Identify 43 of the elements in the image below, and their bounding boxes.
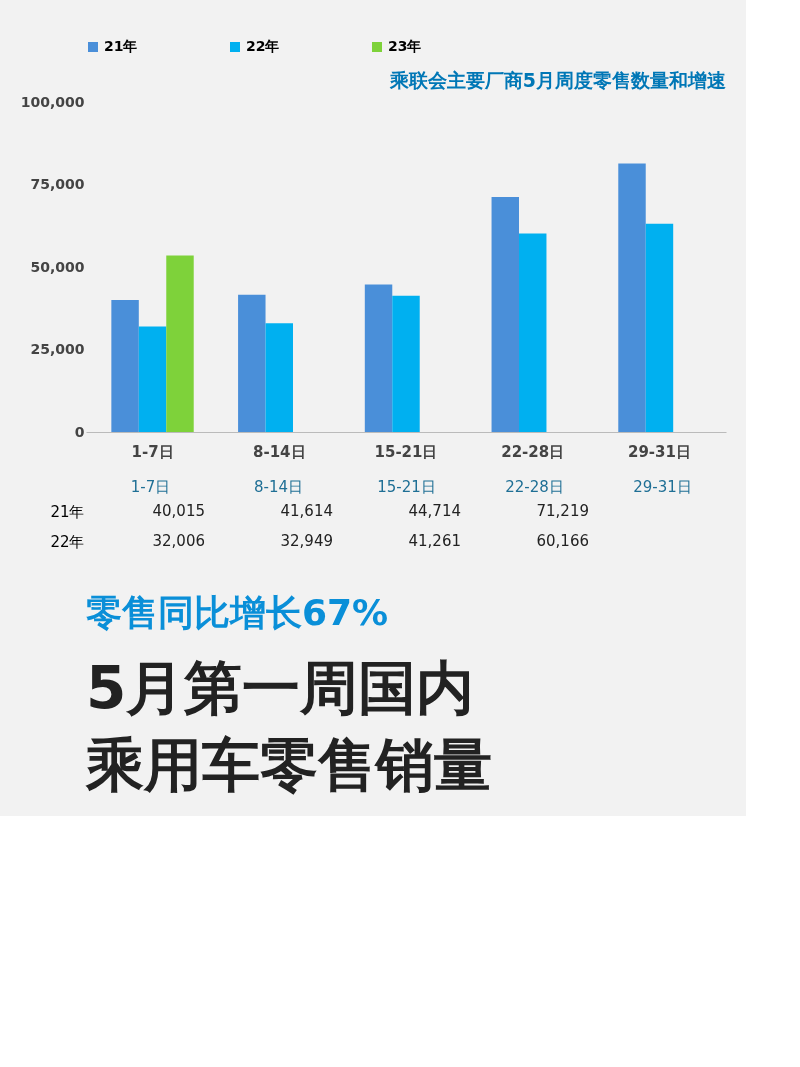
bar	[645, 223, 674, 432]
bar	[238, 294, 266, 432]
y-tick-label: 25,000	[30, 341, 85, 357]
x-tick-label: 1-7日	[131, 442, 174, 461]
x-tick-label: 8-14日	[252, 442, 306, 461]
x-tick-label: 29-31日	[627, 442, 691, 461]
legend-label: 22年	[246, 38, 280, 54]
category-label: 1-7日	[130, 477, 171, 496]
y-tick-label: 100,000	[20, 93, 85, 110]
y-tick-label: 50,000	[30, 258, 85, 275]
category-label: 8-14日	[253, 477, 304, 496]
bar	[364, 284, 393, 432]
x-tick-label: 15-21日	[374, 442, 438, 461]
text: 21年	[50, 502, 85, 521]
data-label: 41,614	[280, 502, 333, 520]
data-label: 32,949	[280, 532, 333, 550]
bar	[519, 233, 547, 432]
data-label: 41,261	[408, 532, 461, 550]
legend-label: 23年	[388, 38, 422, 54]
bar	[265, 323, 293, 432]
bar	[618, 163, 646, 432]
bar	[111, 299, 139, 432]
data-label: 32,006	[152, 532, 205, 550]
text: 乘用车零售销量	[85, 730, 492, 799]
x-tick-label: 22-28日	[501, 442, 565, 461]
data-label: 40,015	[152, 502, 205, 520]
bar	[166, 255, 194, 432]
text: 22年	[50, 532, 85, 551]
category-label: 15-21日	[377, 477, 436, 496]
legend-label: 21年	[104, 38, 138, 54]
chart-title: 乘联会主要厂商5月周度零售数量和增速	[388, 69, 726, 91]
bar	[491, 196, 519, 432]
bar	[392, 295, 420, 432]
category-label: 29-31日	[633, 477, 692, 496]
bar	[138, 326, 167, 432]
y-tick-label: 0	[74, 423, 85, 440]
data-label: 60,166	[536, 532, 589, 550]
text: 5月第一周国内	[86, 654, 475, 722]
y-tick-label: 75,000	[30, 176, 85, 192]
data-label: 71,219	[536, 502, 589, 520]
category-label: 22-28日	[505, 477, 564, 496]
data-label: 44,714	[408, 502, 461, 520]
text: 零售同比增长67%	[86, 592, 389, 634]
